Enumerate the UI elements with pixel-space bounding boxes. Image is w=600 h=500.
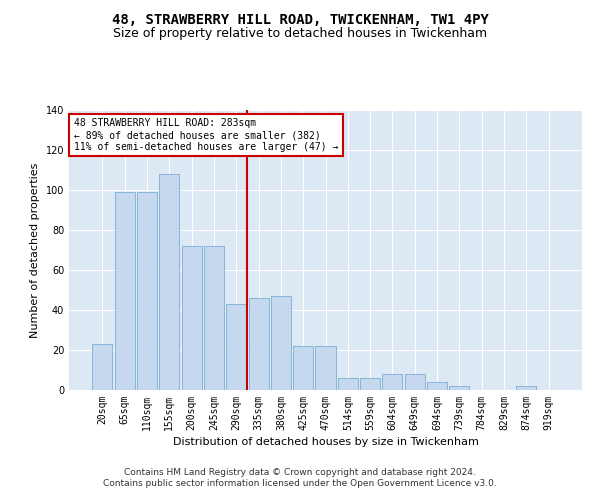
Text: Contains HM Land Registry data © Crown copyright and database right 2024.
Contai: Contains HM Land Registry data © Crown c…: [103, 468, 497, 487]
Bar: [316, 346, 335, 390]
Bar: [204, 246, 224, 390]
Bar: [338, 378, 358, 390]
Bar: [405, 374, 425, 390]
Bar: [382, 374, 403, 390]
Text: 48, STRAWBERRY HILL ROAD, TWICKENHAM, TW1 4PY: 48, STRAWBERRY HILL ROAD, TWICKENHAM, TW…: [112, 12, 488, 26]
X-axis label: Distribution of detached houses by size in Twickenham: Distribution of detached houses by size …: [173, 437, 478, 447]
Text: Size of property relative to detached houses in Twickenham: Size of property relative to detached ho…: [113, 28, 487, 40]
Bar: [159, 174, 179, 390]
Y-axis label: Number of detached properties: Number of detached properties: [30, 162, 40, 338]
Bar: [449, 386, 469, 390]
Bar: [137, 192, 157, 390]
Bar: [226, 304, 246, 390]
Bar: [516, 386, 536, 390]
Bar: [360, 378, 380, 390]
Bar: [115, 192, 135, 390]
Bar: [92, 344, 112, 390]
Bar: [427, 382, 447, 390]
Text: 48 STRAWBERRY HILL ROAD: 283sqm
← 89% of detached houses are smaller (382)
11% o: 48 STRAWBERRY HILL ROAD: 283sqm ← 89% of…: [74, 118, 338, 152]
Bar: [293, 346, 313, 390]
Bar: [182, 246, 202, 390]
Bar: [248, 298, 269, 390]
Bar: [271, 296, 291, 390]
